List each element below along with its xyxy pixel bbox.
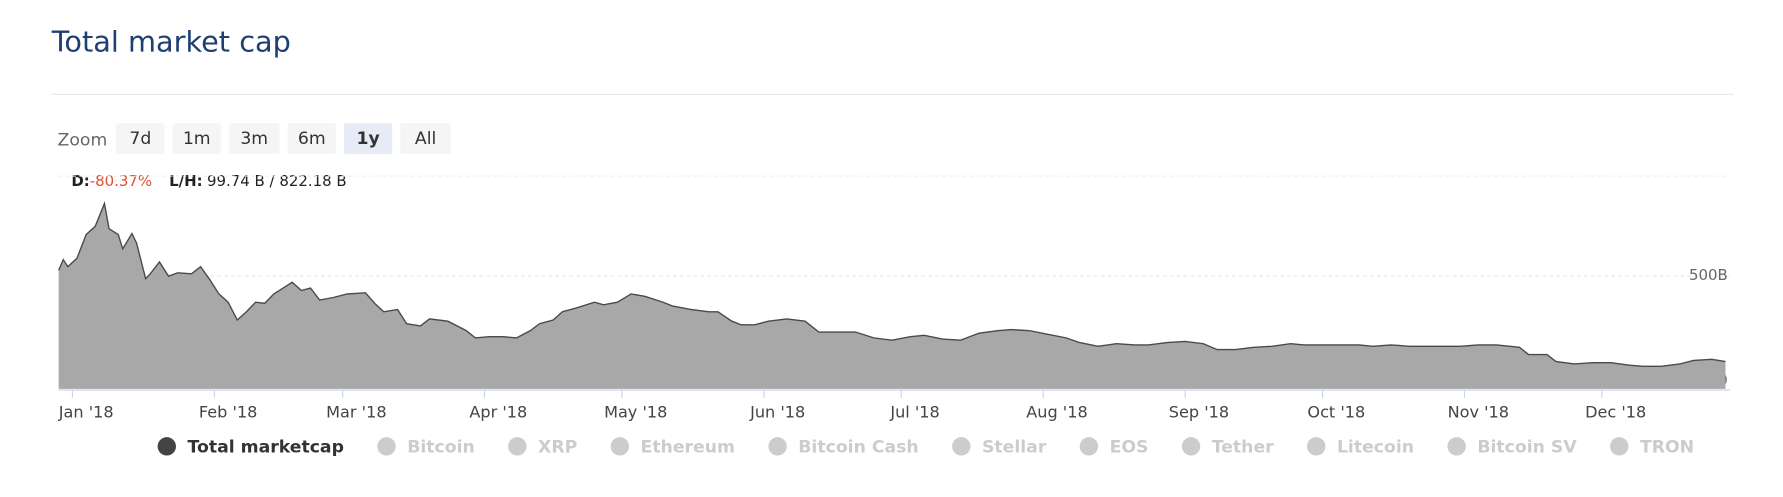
zoom-label: Zoom [58,130,108,150]
legend-label[interactable]: TRON [1640,438,1694,458]
legend-label[interactable]: Total marketcap [188,438,344,458]
y-tick-label: 500B [1689,266,1728,284]
x-tick-label: May '18 [604,402,667,421]
x-tick-label: Jun '18 [749,402,805,421]
stat-label: D: [71,172,89,190]
legend-marker[interactable] [610,437,630,456]
area [58,203,1726,389]
legend-marker[interactable] [1610,437,1629,456]
legend-label[interactable]: Bitcoin Cash [798,438,918,458]
x-tick-label: Jan '18 [58,402,114,421]
legend-label[interactable]: Ethereum [641,438,735,458]
line [58,201,1726,367]
legend-label[interactable]: EOS [1110,438,1149,458]
x-tick-label: Mar '18 [326,402,386,421]
legend-label[interactable]: Bitcoin SV [1477,438,1577,458]
legend-marker[interactable] [1447,437,1466,456]
zoom-button-label[interactable]: 1m [183,129,211,149]
legend-marker[interactable] [1181,437,1201,456]
stat-value: 99.74 B / 822.18 B [207,172,347,190]
zoom-button-label[interactable]: 3m [240,129,268,149]
x-tick-label: Jul '18 [889,402,939,421]
stat-value: -80.37% [90,172,152,190]
zoom-button[interactable] [343,123,393,155]
stats: D: -80.37% L/H: 99.74 B / 822.18 B [71,172,346,190]
x-tick-label: Aug '18 [1026,402,1087,421]
chart-title: Total market cap [51,25,291,59]
zoom-button-label[interactable]: 7d [129,129,151,149]
legend-marker[interactable] [377,437,396,456]
zoom-button[interactable] [228,123,280,155]
legend-label[interactable]: Bitcoin [407,438,475,458]
x-tick-label: Feb '18 [199,402,258,421]
legend-marker[interactable] [1307,437,1326,456]
legend-label[interactable]: Stellar [982,438,1047,458]
zoom-button[interactable] [116,123,165,155]
x-tick-label: Sep '18 [1169,402,1229,421]
x-tick-label: Dec '18 [1585,402,1646,421]
x-tick-label: Apr '18 [469,402,527,421]
zoom-button-label[interactable]: 6m [298,129,326,149]
legend-label[interactable]: Litecoin [1337,438,1414,458]
zoom-button[interactable] [172,123,221,155]
legend-marker[interactable] [768,437,787,456]
x-tick-label: Oct '18 [1307,402,1365,421]
zoom-button-label[interactable]: 1y [356,129,379,149]
legend-marker[interactable] [952,437,971,456]
zoom-button[interactable] [287,123,336,155]
zoom-button[interactable] [400,123,451,155]
legend-label[interactable]: XRP [538,438,577,458]
legend-marker[interactable] [1079,437,1099,456]
zoom-button-label[interactable]: All [415,129,436,149]
legend-marker[interactable] [157,437,176,456]
x-tick-label: Nov '18 [1448,402,1509,421]
legend-label[interactable]: Tether [1212,438,1274,458]
legend-marker[interactable] [508,437,527,456]
stat-label: L/H: [169,172,202,190]
